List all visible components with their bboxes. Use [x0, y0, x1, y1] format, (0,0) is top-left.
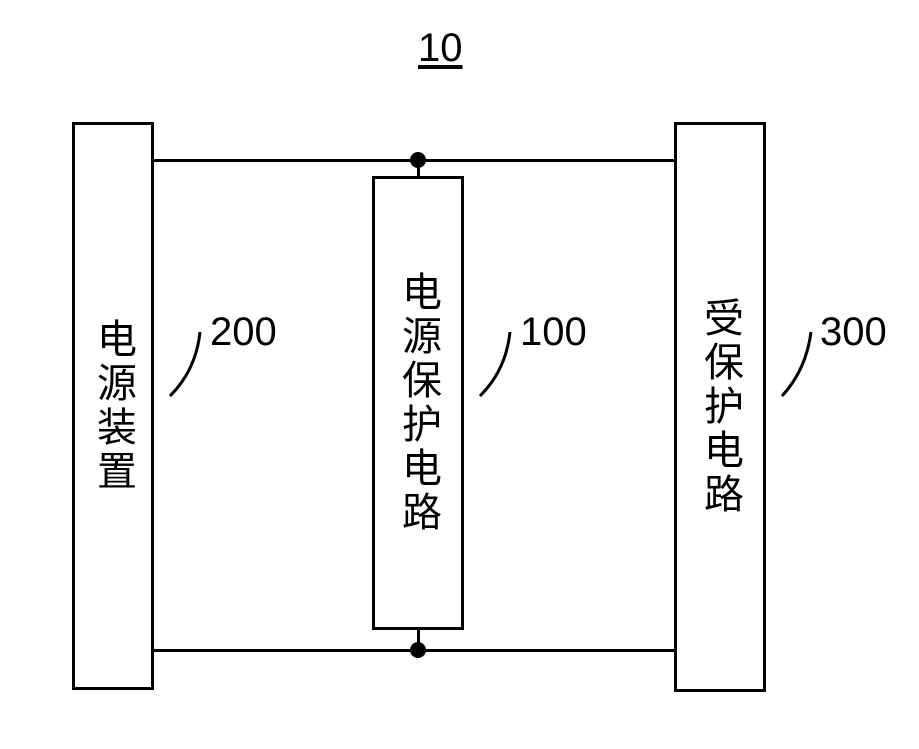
- lead-curve-300: [0, 0, 919, 749]
